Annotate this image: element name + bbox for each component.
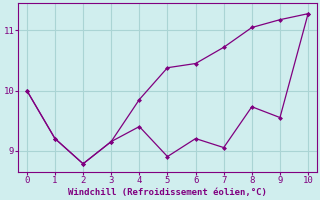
X-axis label: Windchill (Refroidissement éolien,°C): Windchill (Refroidissement éolien,°C) [68,188,267,197]
